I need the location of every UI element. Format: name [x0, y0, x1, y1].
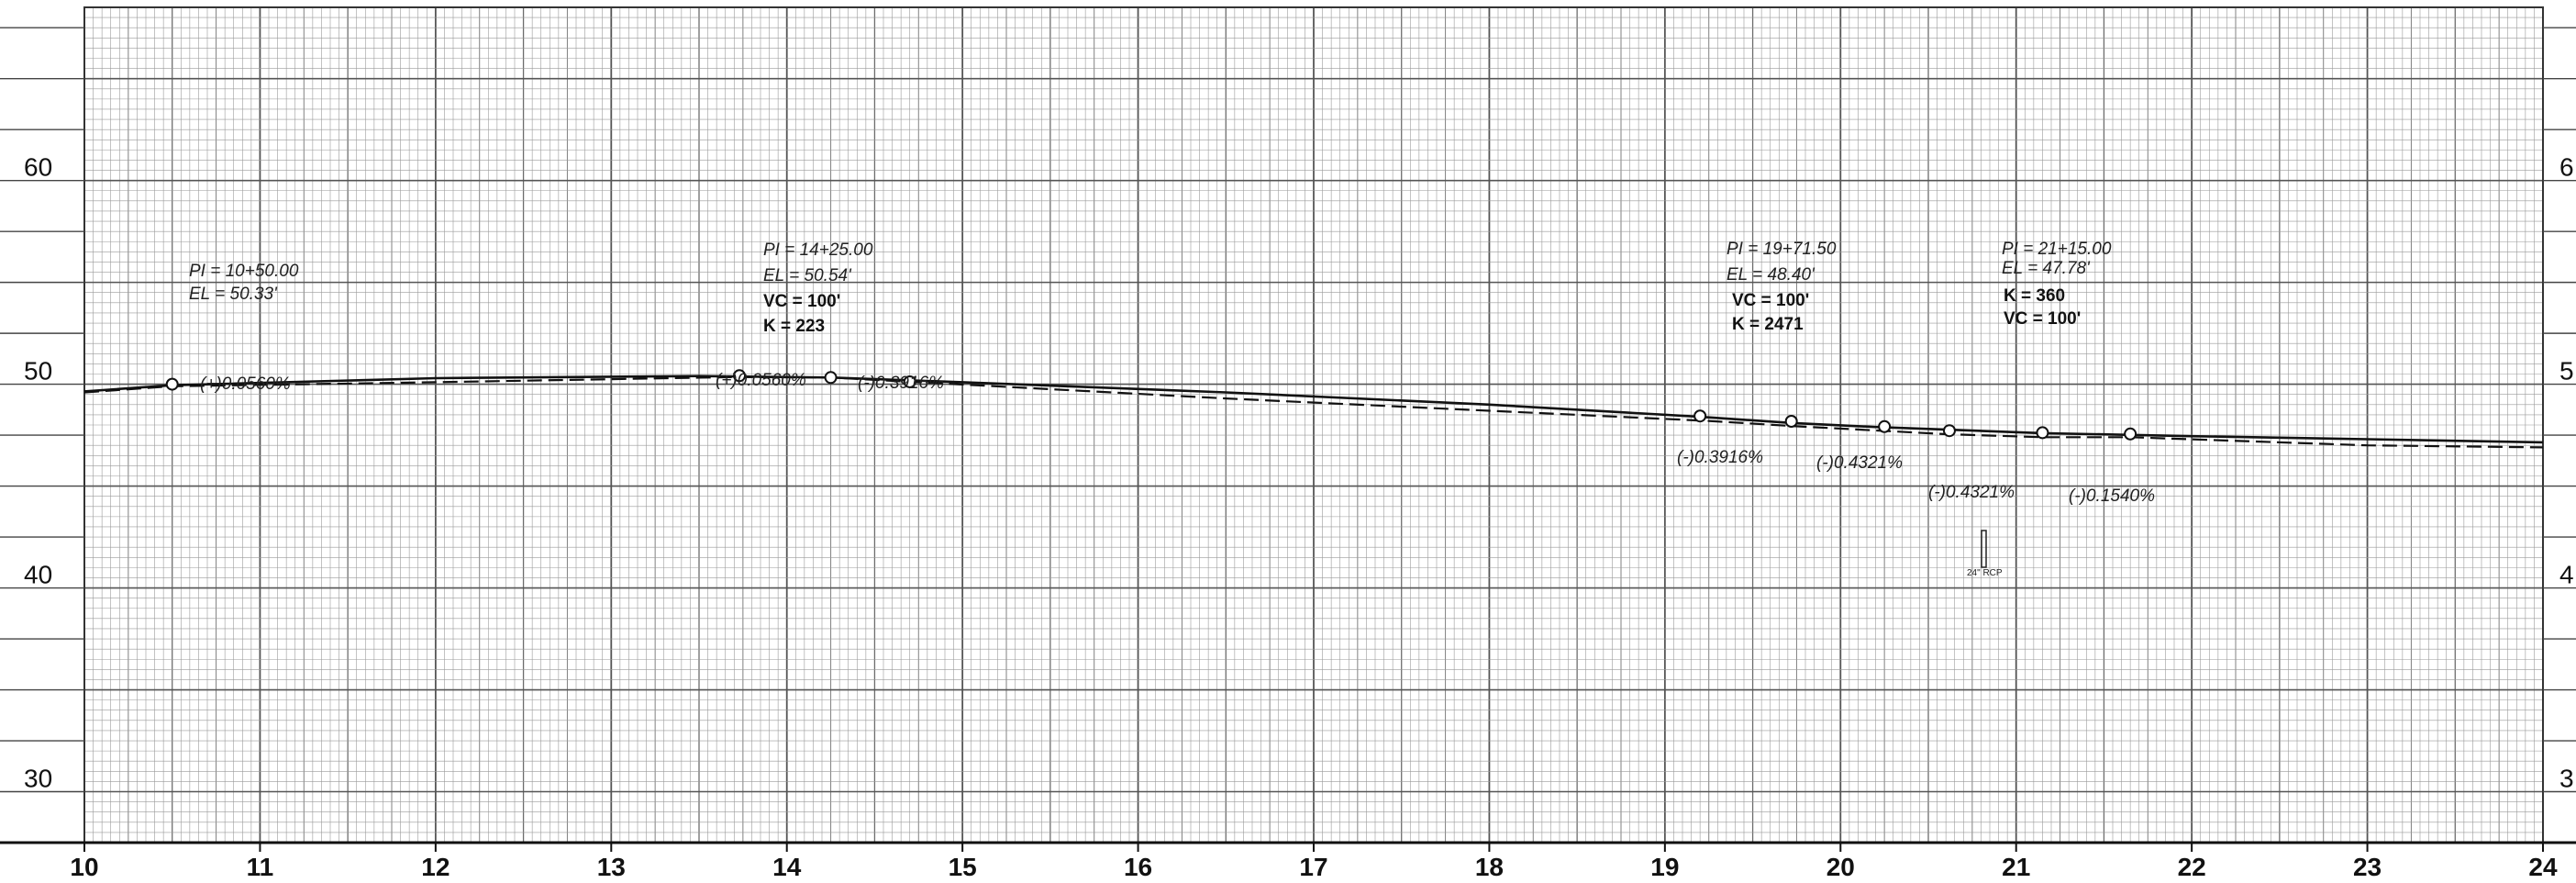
grade-label: (-)0.4321%: [1816, 453, 1903, 473]
station-tick-label: 21: [2002, 853, 2030, 881]
grid-paper: [83, 6, 2544, 844]
pvi-4-vertical-curve: VC = 100': [2004, 309, 2081, 329]
profile-lines: [83, 374, 2544, 449]
station-tick-label: 19: [1650, 853, 1679, 881]
pvi-3-vertical-curve: VC = 100': [1732, 291, 1809, 310]
pipe-crossing: 24" RCP: [1967, 530, 2003, 578]
pvi-marker: [1878, 419, 1892, 433]
elevation-label-left: 30: [24, 765, 52, 793]
pvi-3-station: PI = 19+71.50: [1727, 240, 1837, 259]
elevation-axis-right: 6 5 4 3: [2559, 153, 2574, 793]
elevation-label-left: 40: [24, 561, 52, 589]
pvi-callout-2: PI = 14+25.00 EL = 50.54' VC = 100' K = …: [763, 240, 873, 336]
pvi-2-vertical-curve: VC = 100': [763, 292, 840, 311]
grade-label: (-)0.3916%: [858, 374, 944, 393]
elevation-label-right: 4: [2559, 561, 2574, 589]
pvi-callout-1: PI = 10+50.00 EL = 50.33': [189, 262, 299, 304]
station-tick-label: 14: [772, 853, 802, 881]
pvi-3-k-value: K = 2471: [1732, 315, 1804, 334]
station-tick-label: 17: [1299, 853, 1327, 881]
elevation-label-left: 50: [24, 357, 52, 386]
pipe-crossing-symbol: [1981, 530, 1987, 568]
pvi-marker: [733, 369, 747, 383]
pvi-callout-4: PI = 21+15.00 EL = 47.78' K = 360 VC = 1…: [2002, 240, 2112, 329]
pvi-2-station: PI = 14+25.00: [763, 240, 873, 260]
pipe-crossing-label: 24" RCP: [1967, 568, 2003, 578]
pvi-marker: [2036, 426, 2049, 440]
grade-labels: (+)0.0560% (+)0.0560% (-)0.3916% (-)0.39…: [200, 371, 2155, 506]
proposed-grade-line: [83, 374, 2544, 444]
grade-label: (+)0.0560%: [716, 371, 806, 390]
pvi-marker: [165, 377, 179, 391]
station-tick-label: 16: [1124, 853, 1152, 881]
station-tick-label: 20: [1827, 853, 1855, 881]
pvi-marker: [1784, 415, 1798, 429]
existing-ground-line: [83, 375, 2544, 449]
pvi-1-station: PI = 10+50.00: [189, 262, 299, 281]
pvi-1-elevation: EL = 50.33': [189, 285, 278, 304]
station-tick-label: 15: [949, 853, 977, 881]
pvi-4-k-value: K = 360: [2004, 286, 2065, 306]
pvi-marker: [2124, 427, 2137, 441]
station-tick-label: 10: [70, 853, 98, 881]
right-margin-strip: [2543, 27, 2576, 844]
grade-label: (+)0.0560%: [200, 374, 291, 394]
station-tick-label: 11: [247, 853, 274, 881]
elevation-label-right: 5: [2559, 357, 2574, 386]
station-tick-label: 23: [2353, 853, 2382, 881]
pvi-4-station: PI = 21+15.00: [2002, 240, 2112, 259]
elevation-label-left: 60: [24, 153, 52, 182]
pvi-marker: [903, 374, 916, 388]
pvi-marker: [824, 371, 838, 385]
pvi-2-elevation: EL = 50.54': [763, 266, 852, 285]
pvi-callout-3: PI = 19+71.50 EL = 48.40' VC = 100' K = …: [1727, 240, 1837, 334]
grade-label: (-)0.1540%: [2069, 486, 2155, 506]
elevation-axis-left: 60 50 40 30: [24, 153, 52, 793]
station-tick-label: 12: [421, 853, 450, 881]
pvi-4-elevation: EL = 47.78': [2002, 259, 2091, 278]
station-tick-label: 18: [1475, 853, 1504, 881]
pvi-marker: [1942, 424, 1956, 438]
elevation-label-right: 3: [2559, 765, 2574, 793]
pvi-markers: [165, 369, 2137, 441]
station-tick-label: 13: [597, 853, 626, 881]
station-tick-label: 22: [2178, 853, 2206, 881]
grade-label: (-)0.3916%: [1677, 448, 1763, 467]
pvi-2-k-value: K = 223: [763, 317, 825, 336]
station-tick-label: 24: [2528, 853, 2558, 881]
grade-label: (-)0.4321%: [1928, 483, 2015, 502]
pvi-3-elevation: EL = 48.40': [1727, 265, 1815, 285]
pvi-marker: [1693, 409, 1707, 423]
station-axis: 10 11 12 13 14 15 16 17 18 19 20 21 22 23 24: [70, 843, 2558, 881]
elevation-label-right: 6: [2559, 153, 2574, 182]
